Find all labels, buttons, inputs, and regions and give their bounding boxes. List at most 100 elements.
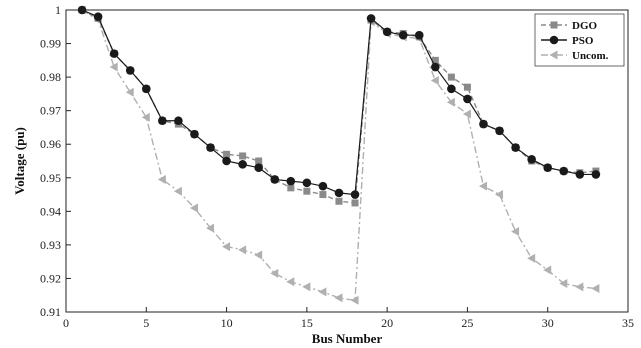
data-point-dgo (335, 197, 343, 205)
data-point-uncom (511, 226, 520, 236)
x-tick-label: 20 (381, 316, 393, 330)
data-point-pso (334, 188, 344, 198)
data-point-pso (254, 163, 263, 173)
data-point-uncom (206, 223, 215, 233)
data-point-dgo (351, 199, 359, 207)
legend-marker-pso (549, 35, 559, 45)
data-point-dgo (463, 83, 471, 91)
y-tick-label: 0.91 (40, 305, 61, 319)
data-point-pso (302, 178, 312, 188)
data-point-pso (318, 181, 328, 191)
data-point-dgo (239, 152, 247, 160)
data-point-uncom (173, 186, 182, 196)
series-line-dgo (81, 9, 596, 204)
data-point-uncom (334, 293, 343, 303)
data-point-uncom (543, 265, 552, 275)
y-tick-label: 0.95 (40, 171, 61, 185)
data-point-uncom (125, 87, 134, 97)
y-tick-label: 0.96 (40, 137, 61, 151)
data-point-pso (366, 14, 376, 23)
data-point-pso (238, 160, 247, 169)
legend-label-dgo: DGO (572, 20, 598, 32)
data-point-uncom (350, 295, 359, 305)
data-point-uncom (495, 190, 504, 200)
series-layer (77, 5, 601, 305)
data-point-pso (447, 84, 456, 94)
data-point-pso (190, 129, 199, 139)
data-point-pso (398, 30, 408, 40)
data-point-uncom (478, 181, 487, 191)
data-point-uncom (222, 242, 231, 252)
y-tick-label: 0.93 (40, 238, 61, 252)
x-tick-label: 25 (461, 316, 473, 330)
series-line-uncom (81, 9, 596, 302)
data-point-dgo (287, 184, 295, 192)
data-point-uncom (591, 284, 600, 294)
y-axis-title: Voltage (pu) (12, 127, 27, 195)
x-axis-title: Bus Number (312, 331, 383, 346)
data-point-uncom (189, 203, 198, 213)
x-tick-label: 30 (542, 316, 554, 330)
data-point-uncom (575, 282, 584, 292)
data-point-uncom (238, 245, 247, 255)
data-point-pso (527, 155, 536, 164)
y-tick-label: 0.92 (40, 271, 61, 285)
data-point-uncom (254, 250, 263, 260)
data-point-dgo (303, 187, 311, 195)
data-point-uncom (270, 268, 279, 278)
data-point-pso (158, 116, 167, 126)
data-point-pso (414, 30, 424, 40)
data-point-pso (109, 49, 119, 58)
data-point-dgo (431, 56, 439, 64)
data-point-uncom (318, 287, 327, 297)
data-point-pso (141, 84, 151, 94)
series-uncom (77, 5, 600, 305)
data-point-uncom (286, 277, 295, 287)
data-point-uncom (302, 282, 311, 292)
series-line-pso (81, 9, 596, 196)
data-point-pso (591, 170, 601, 179)
data-point-pso (543, 163, 553, 173)
data-point-uncom (559, 278, 568, 288)
data-point-dgo (223, 150, 231, 158)
x-tick-label: 15 (301, 316, 313, 330)
data-point-pso (286, 176, 296, 186)
x-tick-label: 0 (63, 316, 69, 330)
data-point-pso (559, 166, 569, 176)
data-point-pso (174, 116, 183, 126)
data-point-pso (511, 143, 520, 152)
y-tick-label: 0.99 (40, 37, 61, 51)
data-point-pso (270, 175, 280, 184)
data-point-pso (206, 143, 215, 152)
data-point-pso (222, 156, 231, 166)
data-point-uncom (141, 112, 150, 122)
y-tick-label: 0.98 (40, 70, 61, 84)
series-dgo (78, 6, 600, 207)
data-point-uncom (430, 75, 439, 85)
x-tick-label: 10 (221, 316, 233, 330)
data-point-dgo (319, 191, 327, 199)
data-point-dgo (447, 73, 455, 81)
legend: DGO PSO Uncom. (534, 13, 625, 67)
data-point-uncom (157, 174, 166, 184)
plot-area-frame (65, 9, 629, 313)
legend-marker-uncom (549, 50, 558, 60)
legend-label-pso: PSO (572, 35, 594, 47)
x-tick-label: 35 (622, 316, 634, 330)
data-point-pso (463, 94, 472, 104)
data-point-pso (495, 126, 504, 136)
data-point-pso (479, 119, 488, 129)
data-point-pso (350, 190, 360, 199)
legend-label-uncom: Uncom. (572, 50, 609, 62)
data-point-uncom (446, 97, 455, 107)
data-point-pso (93, 12, 103, 22)
y-tick-label: 0.97 (40, 104, 61, 118)
series-pso (77, 5, 601, 199)
data-point-pso (575, 170, 585, 179)
axis-ticks: 0 5 10 15 20 25 30 35 0.91 0.92 0.93 0.94 0.95 0.96 0.… (40, 3, 634, 330)
data-point-pso (431, 62, 440, 72)
x-tick-label: 5 (143, 316, 149, 330)
data-point-pso (382, 27, 392, 37)
y-tick-label: 1 (55, 3, 61, 17)
